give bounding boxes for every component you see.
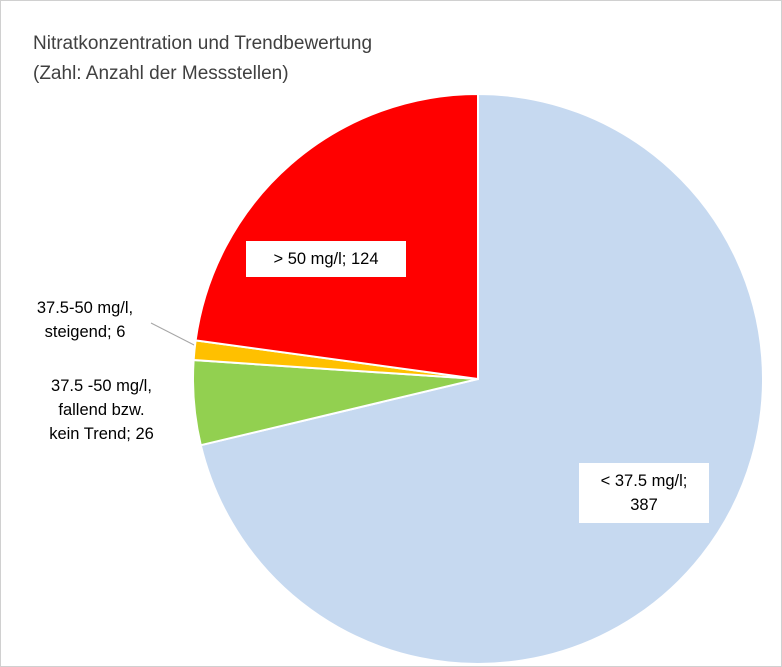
- chart-subtitle: (Zahl: Anzahl der Messstellen): [33, 63, 289, 84]
- data-label: > 50 mg/l; 124: [246, 241, 406, 277]
- label-value: 387: [630, 496, 658, 514]
- data-label: 37.5-50 mg/l, steigend; 6: [15, 296, 155, 344]
- label-value: 124: [350, 250, 379, 268]
- pie-slice: [194, 92, 479, 381]
- label-value: 6: [116, 323, 126, 341]
- chart-title: Nitratkonzentration und Trendbewertung: [33, 33, 373, 54]
- label-category: < 37.5 mg/l;: [600, 472, 688, 490]
- label-category: 37.5 -50 mg/l, fallend bzw. kein Trend;: [49, 377, 152, 443]
- leader-line: [150, 322, 199, 348]
- label-category: 37.5-50 mg/l, steigend;: [36, 299, 134, 341]
- data-label: 37.5 -50 mg/l, fallend bzw. kein Trend; …: [19, 374, 184, 446]
- data-label: < 37.5 mg/l; 387: [579, 463, 709, 523]
- label-category: > 50 mg/l;: [273, 250, 347, 268]
- label-value: 26: [135, 425, 154, 443]
